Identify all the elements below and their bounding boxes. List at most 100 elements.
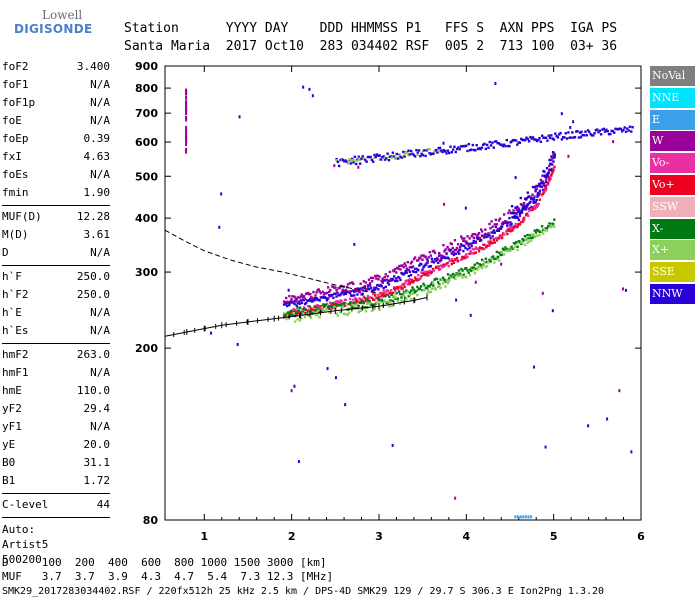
echo-point (363, 307, 367, 310)
echo-point (347, 302, 351, 306)
legend-item-e: E (650, 109, 695, 130)
echo-point (529, 135, 532, 139)
echo-point (355, 289, 358, 293)
echo-point (438, 251, 441, 255)
echo-point (427, 289, 430, 292)
echo-point (314, 309, 318, 312)
echo-point (344, 159, 347, 162)
echo-point (422, 289, 425, 292)
echo-point (361, 155, 364, 158)
echo-point (339, 304, 342, 307)
echo-point (367, 288, 371, 291)
auto-line: Artist5 (2, 538, 49, 551)
echo-point (331, 307, 334, 310)
echo-point (472, 148, 476, 152)
echo-point (495, 140, 498, 143)
echo-point (434, 148, 438, 152)
echo-point (357, 311, 360, 314)
echo-point (399, 268, 402, 271)
digisonde-logo: Lowell DIGISONDE (4, 8, 114, 48)
echo-point (333, 164, 336, 168)
echo-point (304, 301, 308, 305)
echo-point (458, 272, 462, 276)
echo-point (433, 287, 436, 290)
echo-point (491, 235, 494, 238)
echo-point (471, 233, 474, 236)
echo-point (302, 306, 306, 309)
echo-point (515, 212, 518, 215)
echo-point (492, 146, 495, 149)
param-value: 250.0 (76, 288, 110, 301)
echo-point (542, 182, 546, 185)
echo-point (408, 265, 412, 269)
echo-point (378, 308, 381, 311)
echo-point (439, 278, 442, 281)
echo-point (457, 146, 460, 149)
echo-point (438, 284, 441, 288)
echo-point (553, 218, 556, 221)
echo-point (394, 297, 397, 300)
echo-point (391, 278, 395, 281)
echo-point (531, 136, 535, 139)
echo-point (417, 268, 420, 272)
echo-point (349, 289, 353, 293)
echo-point (314, 313, 318, 317)
echo-point (185, 129, 188, 134)
echo-point (522, 207, 525, 211)
echo-point (438, 146, 442, 150)
echo-point (403, 272, 406, 275)
echo-point (542, 232, 545, 235)
echo-point (518, 141, 522, 144)
auto-line: 500200 (2, 553, 42, 566)
echo-point (615, 127, 619, 131)
muf-table: D 100 200 400 600 800 1000 1500 3000 [km… (2, 556, 333, 584)
echo-point (607, 132, 611, 136)
echo-point (419, 285, 423, 288)
echo-point (506, 249, 510, 253)
echo-point (452, 276, 456, 279)
echo-point (517, 209, 521, 212)
echo-point (294, 300, 297, 303)
echo-point (553, 152, 556, 155)
echo-point (578, 131, 582, 134)
echo-point (395, 271, 398, 274)
echo-point (310, 295, 313, 299)
echo-point (430, 270, 434, 274)
echo-point (317, 304, 320, 308)
echo-point (550, 134, 553, 137)
echo-point (460, 274, 463, 277)
echo-point (490, 231, 493, 234)
y-tick-label: 800 (135, 82, 158, 95)
echo-point (443, 278, 446, 281)
echo-point (554, 132, 557, 135)
echo-point (368, 281, 372, 285)
echo-point (544, 178, 548, 181)
echo-point (544, 445, 547, 449)
echo-point (614, 127, 617, 131)
echo-point (499, 227, 503, 230)
echo-point (509, 224, 512, 227)
echo-point (390, 155, 393, 158)
echo-point (511, 247, 514, 251)
echo-point (341, 158, 345, 162)
echo-point (432, 249, 436, 253)
echo-point (408, 282, 412, 286)
echo-point (411, 265, 415, 268)
param-row: yE 20.0 (2, 436, 110, 454)
echo-point (596, 128, 599, 131)
echo-point (351, 301, 354, 305)
echo-point (446, 245, 449, 249)
param-name: foF2 (2, 60, 29, 73)
echo-point (377, 278, 380, 281)
echo-point (534, 138, 537, 141)
echo-point (473, 263, 477, 266)
echo-point (466, 235, 469, 238)
echo-point (534, 206, 537, 210)
echo-point (391, 443, 394, 447)
echo-point (436, 151, 439, 154)
echo-point (478, 265, 481, 269)
echo-point (489, 237, 492, 240)
echo-point (388, 291, 392, 295)
echo-point (508, 144, 511, 148)
echo-point (386, 289, 390, 293)
